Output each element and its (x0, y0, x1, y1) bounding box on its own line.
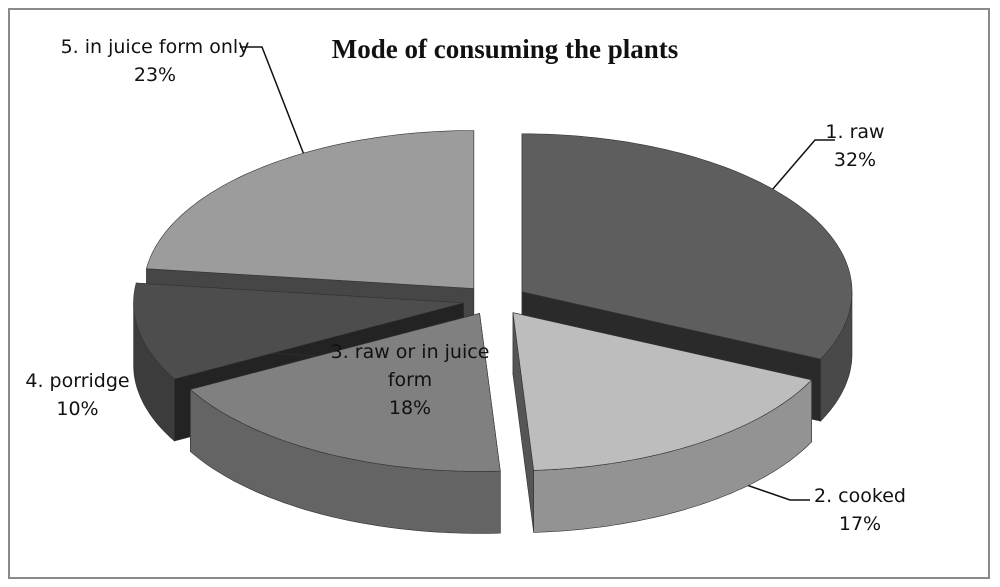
value-label: 17% (838, 513, 882, 535)
category-label: 4. porridge (25, 370, 130, 392)
category-label: 5. in juice form only (60, 36, 250, 58)
slice-label: 1. raw 32% (795, 118, 915, 174)
slice-top (521, 133, 853, 360)
value-label: 32% (833, 149, 877, 171)
category-label: 2. cooked (814, 485, 906, 507)
slice-label: 5. in juice form only 23% (55, 33, 255, 89)
slice-label: 3. raw or in juice form 18% (320, 338, 500, 422)
slice-top (512, 312, 813, 471)
value-label: 10% (56, 398, 99, 420)
value-label: 18% (388, 397, 432, 419)
pie-slice (189, 313, 501, 534)
leader-line (737, 481, 810, 501)
pie-slice (512, 312, 813, 533)
slice-top (146, 130, 475, 289)
category-label: 3. raw or in juice form (330, 341, 490, 391)
slice-top (189, 313, 501, 472)
slice-label: 4. porridge 10% (5, 367, 150, 423)
chart-title: Mode of consuming the plants (331, 34, 679, 64)
category-label: 1. raw (825, 121, 885, 143)
value-label: 23% (133, 64, 177, 86)
slice-top (133, 282, 464, 380)
leader-line (240, 46, 309, 166)
chart-border (8, 8, 990, 579)
slice-label: 2. cooked 17% (790, 482, 930, 538)
leader-line (771, 139, 835, 191)
